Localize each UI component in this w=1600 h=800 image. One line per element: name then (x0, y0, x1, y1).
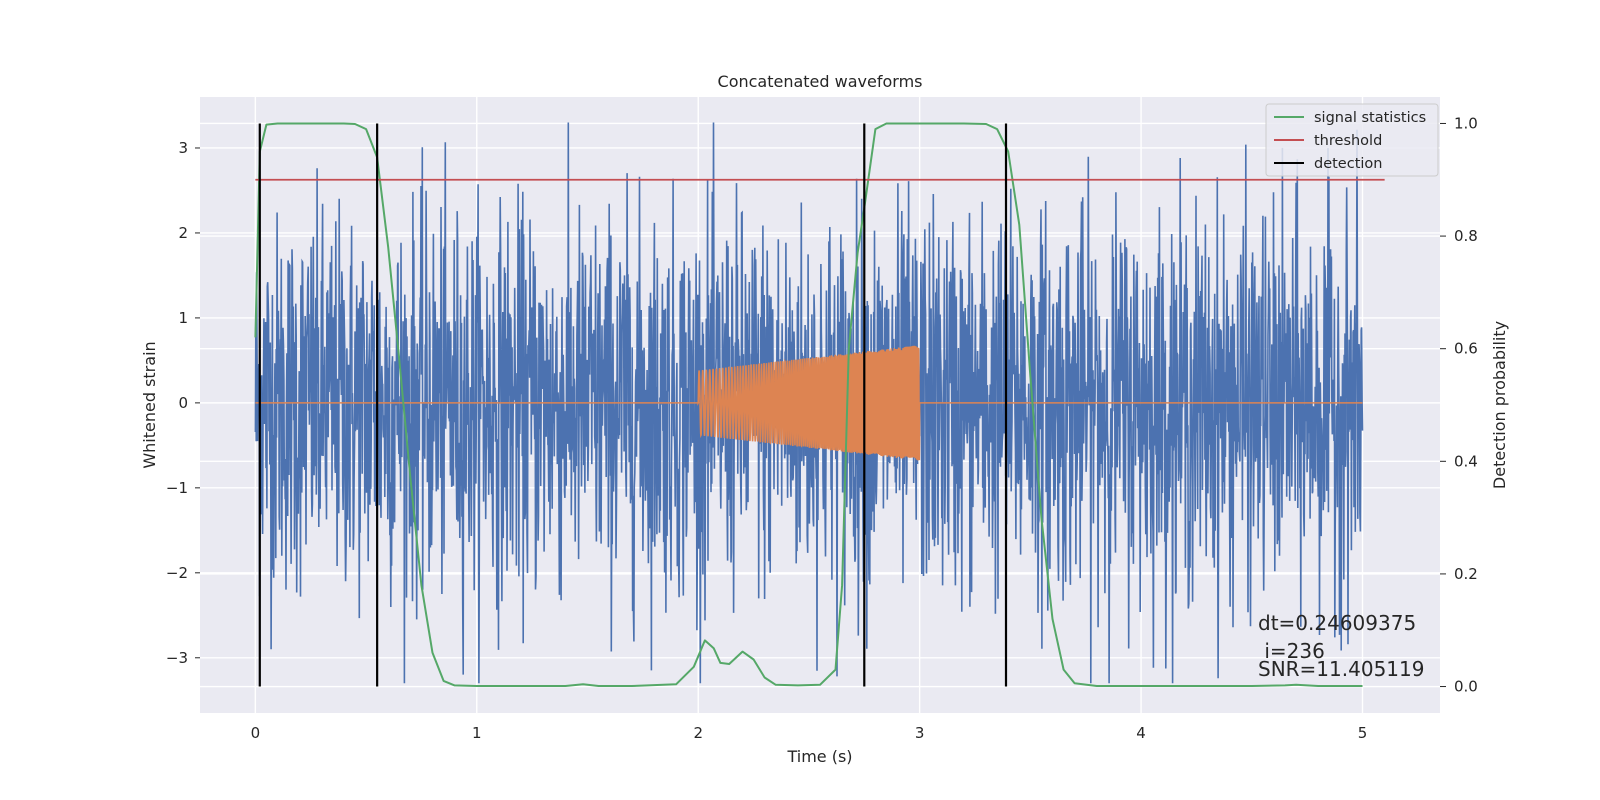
y-tick-label: −2 (166, 564, 188, 582)
y2-tick-label: 0.0 (1454, 678, 1478, 696)
y-tick-label: 0 (178, 394, 188, 412)
annotations: dt=0.24609375 i=236 SNR=11.405119 (1258, 611, 1424, 681)
y-tick-label: −3 (166, 649, 188, 667)
injection-series-line (255, 345, 1363, 461)
y-tick-label: 1 (178, 309, 188, 327)
legend-box (1265, 103, 1439, 177)
legend-label-signal-statistics: signal statistics (1314, 110, 1426, 126)
x-tick-label: 1 (472, 724, 482, 742)
y-tick-label: −1 (166, 479, 188, 497)
y2-tick-label: 0.8 (1454, 227, 1478, 245)
y2-tick-label: 0.4 (1454, 452, 1478, 470)
ticks: 0 1 2 3 4 5 −3 −2 −1 0 1 2 3 0.0 0.2 0.4 0.6 0.8 1.0 (166, 114, 1478, 742)
legend-label-detection: detection (1314, 156, 1382, 172)
overlay-layer (254, 122, 1385, 687)
y2-tick-label: 1.0 (1454, 114, 1478, 132)
x-tick-label: 2 (693, 724, 703, 742)
x-tick-label: 0 (251, 724, 261, 742)
y2-tick-label: 0.6 (1454, 340, 1478, 358)
y-tick-label: 2 (178, 224, 188, 242)
annotation-snr: SNR=11.405119 (1258, 657, 1424, 681)
y-axis-label: Whitened strain (140, 341, 159, 468)
annotation-i: i=236 (1258, 639, 1325, 663)
legend: signal statistics threshold detection (1265, 103, 1439, 177)
x-tick-label: 5 (1358, 724, 1368, 742)
y2-tick-label: 0.2 (1454, 565, 1478, 583)
x-axis-label: Time (s) (786, 747, 852, 766)
x-tick-label: 3 (915, 724, 925, 742)
x-tick-label: 4 (1136, 724, 1146, 742)
y2-axis-label: Detection probability (1490, 321, 1509, 489)
y-tick-label: 3 (178, 139, 188, 157)
chart-title: Concatenated waveforms (718, 72, 923, 91)
strain-layer (254, 122, 1364, 684)
annotation-dt: dt=0.24609375 (1258, 611, 1416, 635)
legend-label-threshold: threshold (1314, 133, 1382, 149)
signal-statistics-line (254, 122, 1363, 687)
